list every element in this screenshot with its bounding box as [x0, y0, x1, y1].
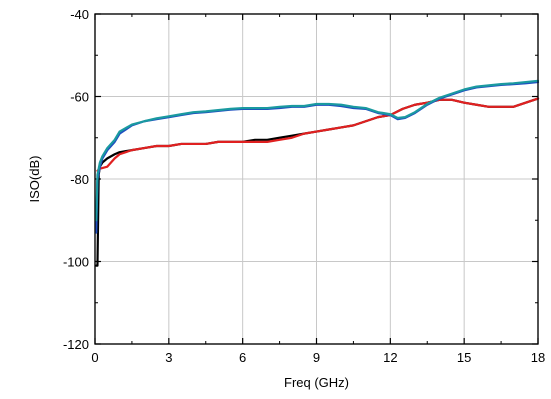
x-tick-label: 9 [313, 350, 320, 365]
y-axis-label: ISO(dB) [27, 156, 42, 203]
y-tick-label: -80 [70, 172, 89, 187]
y-tick-label: -120 [63, 337, 89, 352]
y-tick-label: -100 [63, 255, 89, 270]
y-tick-label: -60 [70, 90, 89, 105]
x-tick-label: 0 [91, 350, 98, 365]
x-tick-label: 12 [383, 350, 397, 365]
series-line-2 [96, 97, 540, 172]
tick-labels: 0 3 6 9 12 15 18 -120 -100 -80 -60 -40 [63, 7, 545, 365]
data-series [95, 79, 540, 267]
plot-border [94, 13, 539, 345]
x-tick-label: 3 [165, 350, 172, 365]
x-axis-label: Freq (GHz) [284, 375, 349, 390]
x-tick-label: 18 [531, 350, 545, 365]
x-tick-label: 6 [239, 350, 246, 365]
x-tick-label: 15 [457, 350, 471, 365]
grid-lines [95, 14, 538, 344]
y-tick-label: -40 [70, 7, 89, 22]
series-line-4 [95, 79, 540, 222]
